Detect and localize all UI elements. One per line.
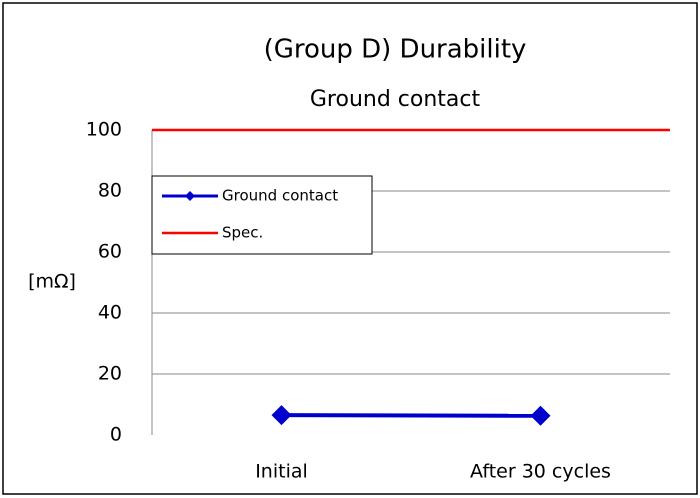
y-axis-label: [mΩ] bbox=[28, 271, 76, 293]
y-tick-label: 60 bbox=[98, 241, 122, 263]
y-tick-label: 20 bbox=[98, 363, 122, 385]
legend-box bbox=[151, 175, 373, 255]
series-line bbox=[281, 413, 541, 418]
y-tick-label: 80 bbox=[98, 180, 122, 202]
legend-marker bbox=[185, 191, 195, 201]
y-tick-label: 100 bbox=[86, 119, 122, 141]
legend-label: Ground contact bbox=[222, 187, 338, 205]
marker bbox=[530, 405, 551, 426]
legend-label: Spec. bbox=[222, 224, 263, 242]
y-tick-label: 40 bbox=[98, 302, 122, 324]
x-tick-label: Initial bbox=[255, 461, 308, 483]
y-tick-label: 0 bbox=[110, 424, 122, 446]
chart-title: (Group D) Durability bbox=[264, 35, 527, 65]
x-tick-label: After 30 cycles bbox=[470, 461, 611, 483]
marker bbox=[271, 405, 292, 426]
chart-subtitle: Ground contact bbox=[310, 87, 481, 112]
